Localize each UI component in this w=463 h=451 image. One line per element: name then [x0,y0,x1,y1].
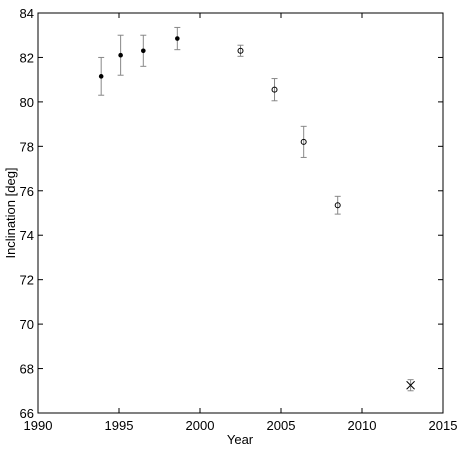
point [141,48,146,54]
point [175,36,180,41]
x-tick-label: 2015 [429,418,458,433]
y-tick-label: 74 [20,228,34,243]
y-tick-label: 70 [20,317,34,332]
point [406,380,415,390]
point [271,86,278,93]
y-tick-label: 80 [20,95,34,110]
y-tick-label: 84 [20,6,34,21]
x-tick-label: 2000 [186,418,215,433]
point [334,202,341,209]
y-tick-label: 76 [20,184,34,199]
plot-frame [37,12,444,414]
x-axis-label: Year [227,432,254,447]
y-tick-label: 72 [20,273,34,288]
error-bar [237,44,244,57]
x-tick-label: 2010 [348,418,377,433]
point [118,52,123,58]
y-tick-label: 82 [20,50,34,65]
error-bar [334,195,341,215]
y-axis-label: Inclination [deg] [3,167,18,258]
x-tick-label: 1995 [105,418,134,433]
point [237,47,244,54]
x-tick-label: 1990 [24,418,53,433]
error-bar [300,125,307,158]
y-tick-label: 78 [20,139,34,154]
y-tick-label: 68 [20,362,34,377]
point [300,138,307,145]
x-tick-label: 2005 [267,418,296,433]
point [98,74,104,79]
error-bar [271,78,278,102]
y-tick-label: 66 [20,406,34,421]
